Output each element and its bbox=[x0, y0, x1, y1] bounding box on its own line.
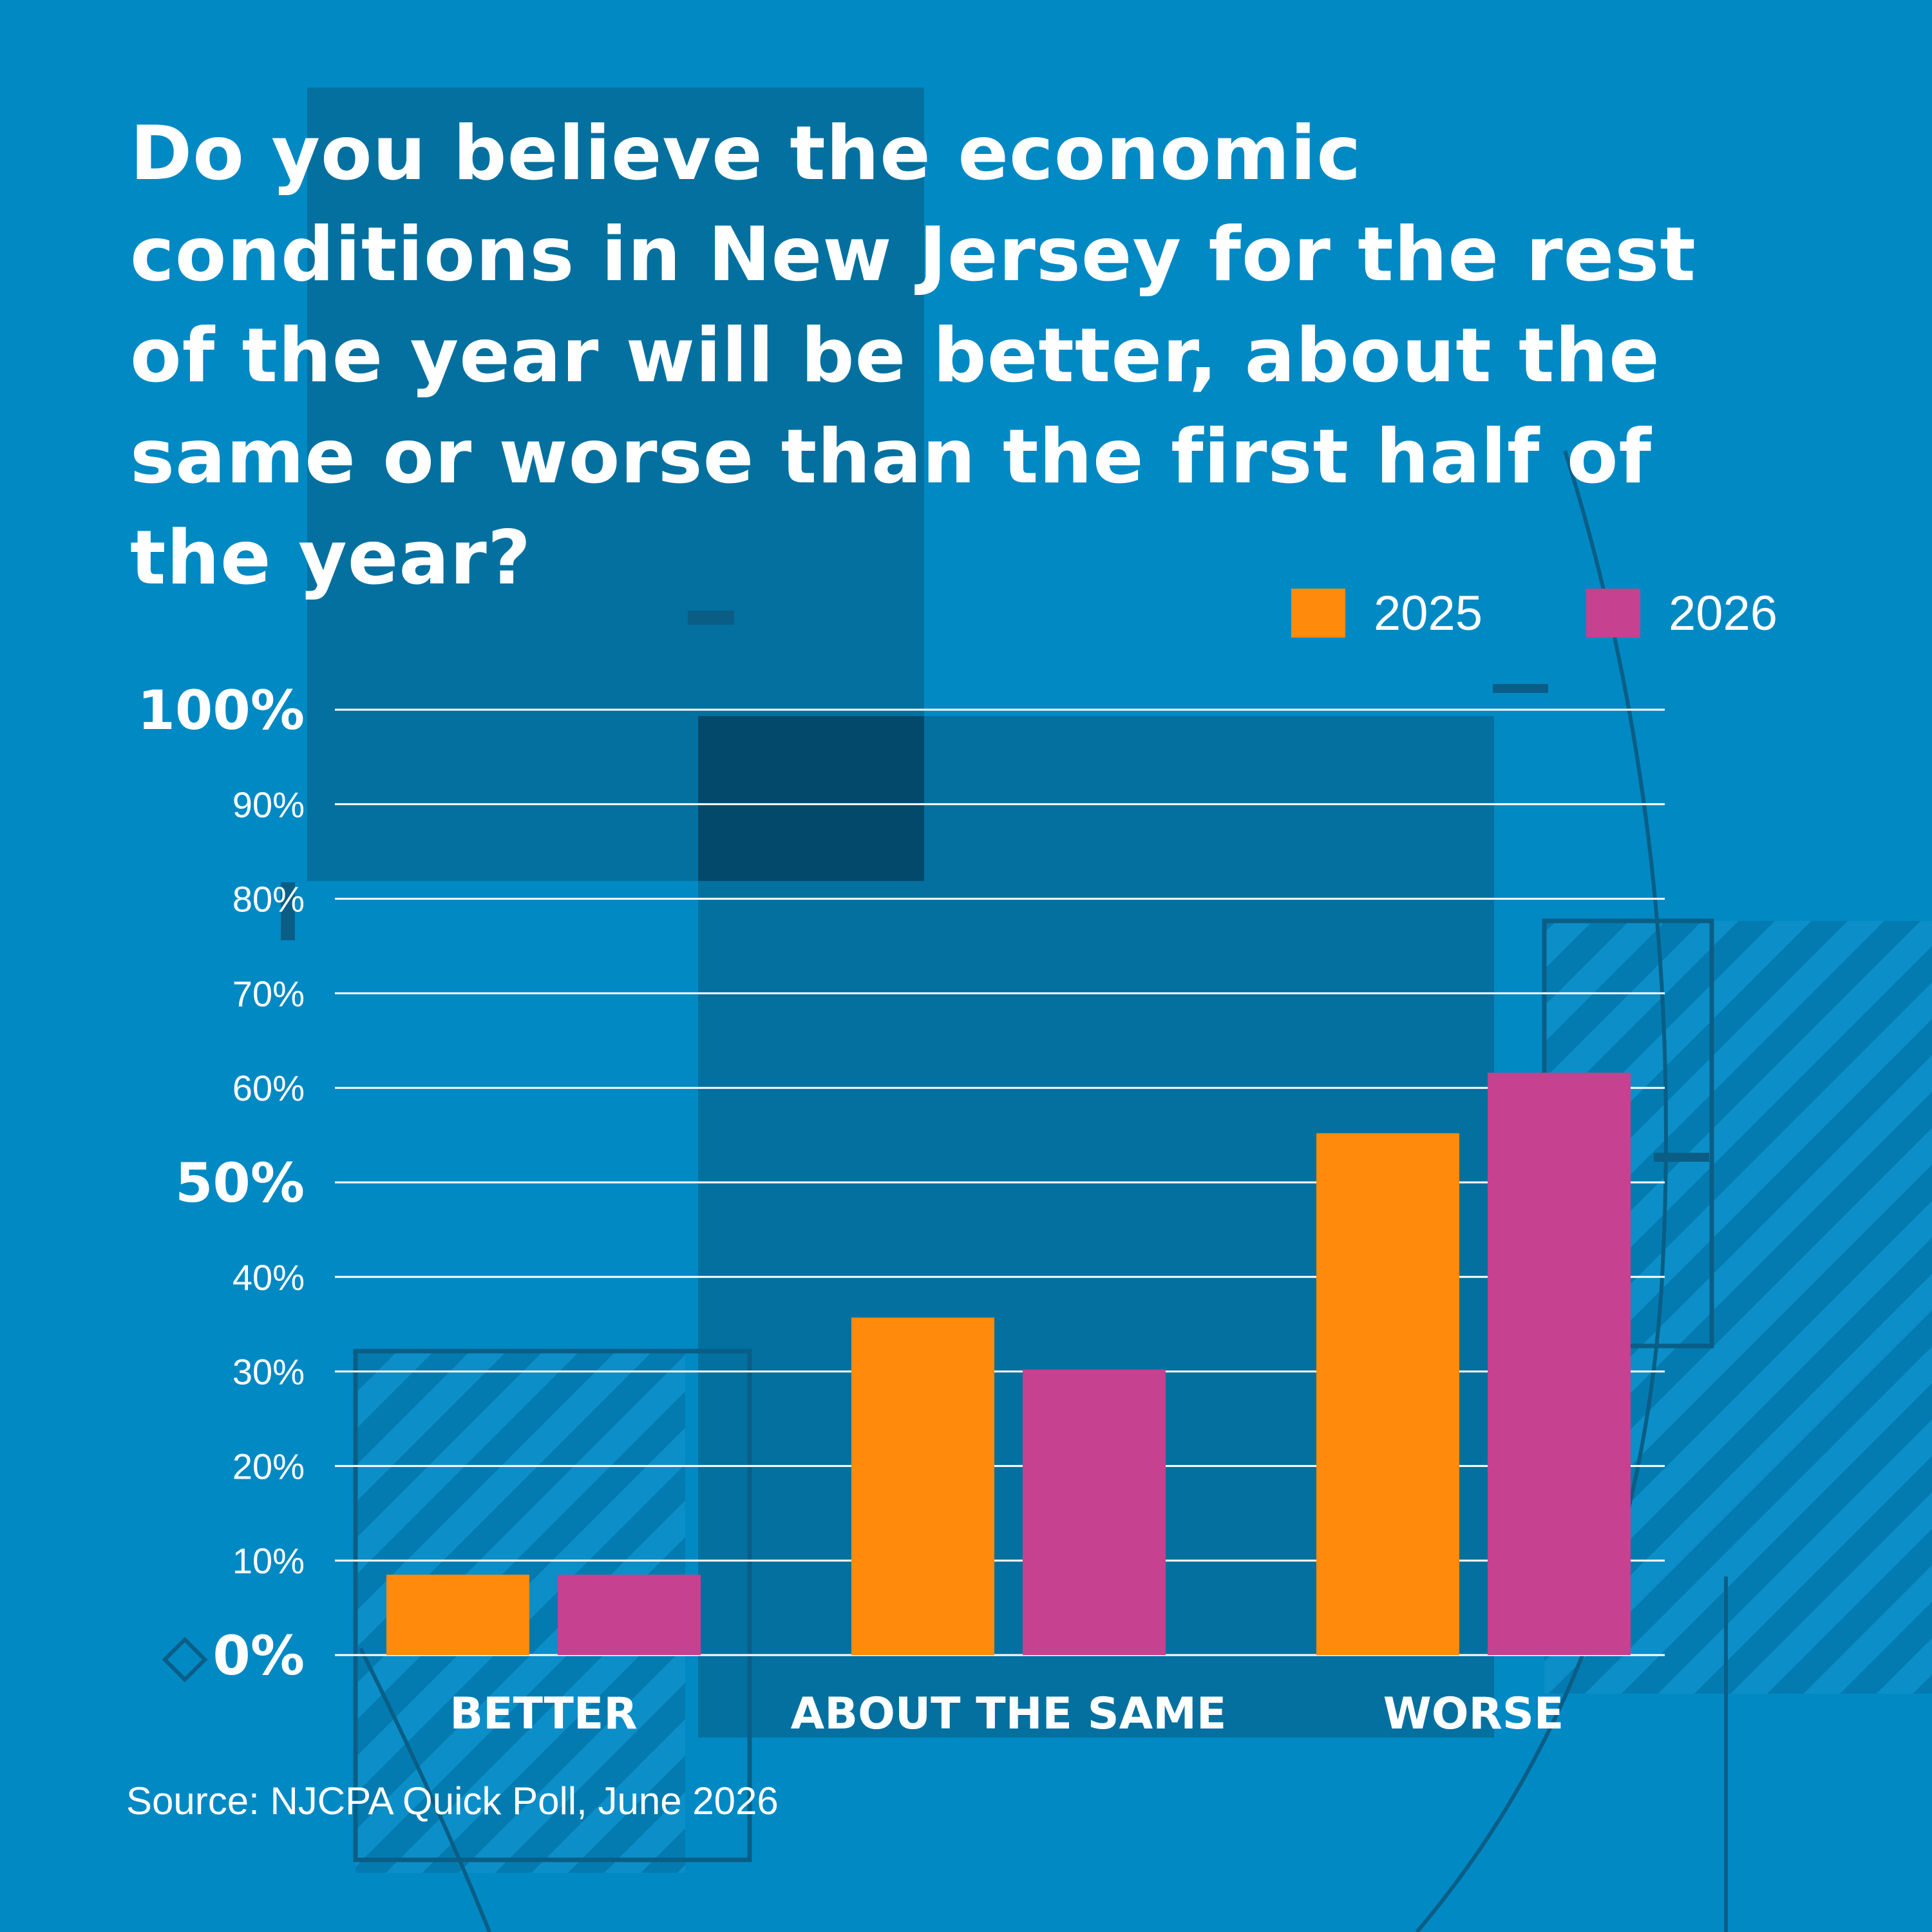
y-tick-label: 100% bbox=[137, 679, 305, 742]
arc-line-lower bbox=[359, 1647, 491, 1932]
x-category-label: WORSE bbox=[1383, 1689, 1564, 1739]
legend-label-2025: 2025 bbox=[1374, 585, 1483, 641]
outline-frame-left bbox=[353, 1349, 752, 1862]
x-category-label: BETTER bbox=[450, 1689, 637, 1739]
legend-item-2026: 2026 bbox=[1586, 585, 1778, 641]
bar-2026-worse bbox=[1488, 1072, 1631, 1655]
dash-mark bbox=[1493, 684, 1548, 693]
panel-overlap bbox=[698, 716, 924, 881]
y-tick-label: 60% bbox=[232, 1068, 305, 1108]
y-tick-label: 20% bbox=[232, 1446, 305, 1486]
bar-2026-about-the-same bbox=[1023, 1369, 1166, 1655]
legend-swatch-2025 bbox=[1291, 589, 1345, 638]
bar-2025-about-the-same bbox=[851, 1317, 994, 1655]
bar-2025-worse bbox=[1316, 1133, 1459, 1655]
dash-mark bbox=[688, 611, 734, 625]
arc-line bbox=[1415, 450, 1668, 1932]
diamond-mark bbox=[162, 1636, 208, 1683]
x-category-label: ABOUT THE SAME bbox=[791, 1689, 1227, 1739]
dash-mark bbox=[1654, 1153, 1709, 1162]
y-tick-label: 40% bbox=[232, 1257, 305, 1298]
y-tick-label: 50% bbox=[175, 1151, 305, 1215]
y-tick-label: 90% bbox=[232, 784, 305, 825]
y-tick-label: 70% bbox=[232, 973, 305, 1014]
legend-swatch-2026 bbox=[1586, 589, 1640, 638]
source-note: Source: NJCPA Quick Poll, June 2026 bbox=[126, 1779, 779, 1823]
y-tick-label: 80% bbox=[232, 879, 305, 920]
legend-item-2025: 2025 bbox=[1291, 585, 1483, 641]
bar-2025-better bbox=[386, 1575, 529, 1655]
y-tick-label: 30% bbox=[232, 1352, 305, 1392]
legend-label-2026: 2026 bbox=[1669, 585, 1778, 641]
bar-2026-better bbox=[558, 1575, 701, 1655]
chart-title: Do you believe the economic conditions i… bbox=[130, 110, 1696, 601]
y-tick-label: 0% bbox=[213, 1624, 305, 1687]
y-tick-label: 10% bbox=[232, 1540, 305, 1581]
dash-mark bbox=[281, 882, 295, 940]
